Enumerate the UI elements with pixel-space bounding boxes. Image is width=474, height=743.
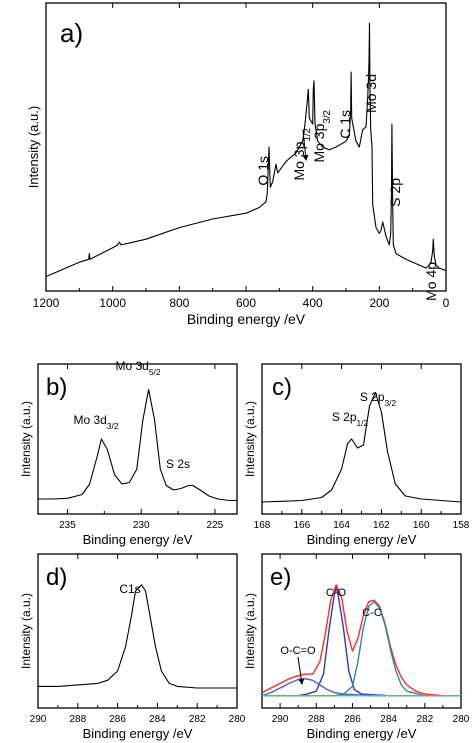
peak-label: S 2s: [166, 457, 190, 471]
plot-frame: [261, 553, 462, 709]
peak-label: Mo 4p: [423, 262, 439, 301]
x-tick-label: 164: [333, 520, 350, 531]
series-line-0: [38, 584, 237, 689]
peak-arrow: [302, 129, 309, 161]
peak-label: C 1s: [337, 110, 353, 139]
x-tick-label: 290: [30, 714, 47, 725]
x-axis-ticks: 290 288 286 284 282 280: [30, 554, 246, 725]
peak-label: C1s: [119, 582, 140, 596]
panel-d: 290 288 286 284 282 280 Binding energy /eV Inte…: [19, 553, 246, 741]
x-tick-label: 600: [236, 296, 256, 310]
x-tick-label: 288: [308, 714, 325, 725]
panel-b: 235 230 225 Binding energy /eV Intensity (a.…: [19, 359, 238, 547]
peak-label: S 2p1/2: [332, 410, 369, 428]
x-tick-label: 290: [272, 714, 289, 725]
series-line-1: [262, 587, 461, 697]
x-tick-label: 280: [229, 714, 246, 725]
peak-label: O 1s: [255, 156, 271, 186]
x-tick-label: 168: [254, 520, 271, 531]
series-line-0: [45, 22, 447, 278]
panel-e: 290 288 286 284 282 280 Binding energy /eV Inte…: [243, 553, 470, 741]
x-tick-label: 286: [344, 714, 361, 725]
series-line-0: [261, 391, 462, 503]
y-axis-label: Intensity (a.u.): [19, 401, 33, 477]
x-tick-label: 1000: [99, 296, 126, 310]
plot-frame: [45, 2, 447, 292]
panel-label: e): [270, 564, 291, 591]
peak-label: C-C: [362, 607, 382, 619]
x-tick-label: 284: [149, 714, 166, 725]
peak-label: Mo 3d: [363, 74, 379, 113]
peak-label: Mo 3p3/2: [311, 110, 333, 163]
peak-label: O-C=O: [280, 645, 316, 657]
x-axis-ticks: 1200 1000 800 600 400 200 0: [33, 3, 450, 310]
x-tick-label: 230: [133, 520, 150, 531]
x-tick-label: 286: [109, 714, 126, 725]
peak-arrow: [297, 656, 305, 685]
y-axis-label: Intensity (a.u.): [19, 593, 33, 669]
peak-label: Mo 3d3/2: [73, 413, 118, 431]
series-line-2: [262, 601, 461, 697]
x-tick-label: 166: [293, 520, 310, 531]
x-axis-label: Binding energy /eV: [83, 726, 193, 741]
x-tick-label: 288: [69, 714, 86, 725]
peak-label: Mo 3d5/2: [115, 359, 160, 377]
x-axis-label: Binding energy /eV: [307, 726, 417, 741]
x-tick-label: 160: [413, 520, 430, 531]
x-tick-label: 800: [169, 296, 189, 310]
panel-label: c): [272, 374, 292, 401]
x-tick-label: 284: [380, 714, 397, 725]
x-tick-label: 200: [369, 296, 389, 310]
series-line-3: [261, 678, 461, 697]
panel-label: a): [60, 18, 83, 48]
x-tick-label: 162: [373, 520, 390, 531]
panel-label: b): [46, 374, 67, 401]
peak-label: S 2p: [387, 178, 403, 207]
series-line-0: [38, 388, 237, 502]
peak-label: Mo 3p1/2: [291, 128, 313, 181]
x-axis-label: Binding energy /eV: [83, 532, 193, 547]
panel-c: 168 166 164 162 160 158 Binding energy /eV Inte…: [243, 363, 470, 547]
x-axis-ticks: 235 230 225: [59, 364, 224, 531]
x-tick-label: 280: [453, 714, 470, 725]
x-tick-label: 0: [443, 296, 450, 310]
plot-frame: [37, 553, 238, 709]
x-axis-label: Binding energy /eV: [187, 311, 306, 327]
peak-label: S 2p3/2: [360, 390, 397, 408]
x-tick-label: 225: [207, 520, 224, 531]
y-axis-label: Intensity (a.u.): [243, 593, 257, 669]
x-axis-ticks: 290 288 286 284 282 280: [272, 554, 470, 725]
x-axis-ticks: 168 166 164 162 160 158: [254, 364, 470, 531]
panel-a: 1200 1000 800 600 400 200 0 Binding energy /eV I…: [26, 2, 450, 327]
peak-label: C-O: [326, 587, 347, 599]
y-axis-label: Intensity (a.u.): [243, 401, 257, 477]
x-tick-label: 158: [453, 520, 470, 531]
plot-frame: [37, 363, 238, 515]
x-tick-label: 235: [59, 520, 76, 531]
x-tick-label: 282: [189, 714, 206, 725]
y-axis-label: Intensity (a.u.): [26, 106, 41, 188]
series-line-0: [261, 584, 461, 697]
panel-label: d): [46, 564, 67, 591]
x-tick-label: 400: [303, 296, 323, 310]
x-tick-label: 1200: [33, 296, 60, 310]
x-tick-label: 282: [416, 714, 433, 725]
x-axis-label: Binding energy /eV: [307, 532, 417, 547]
